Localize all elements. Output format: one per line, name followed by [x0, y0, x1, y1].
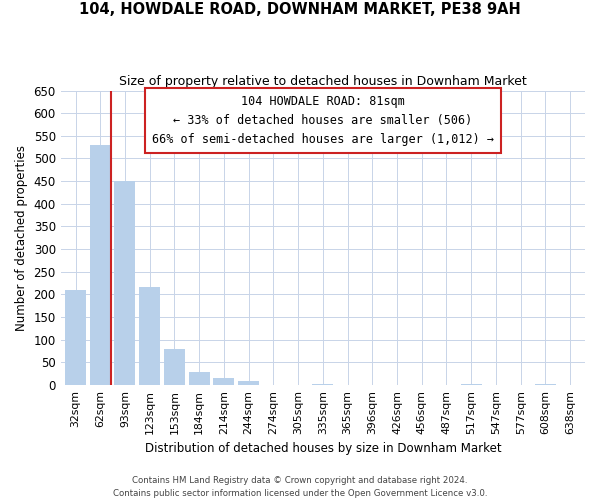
Bar: [115, 181, 136, 385]
Bar: [90, 145, 111, 385]
Text: Contains HM Land Registry data © Crown copyright and database right 2024.
Contai: Contains HM Land Registry data © Crown c…: [113, 476, 487, 498]
X-axis label: Distribution of detached houses by size in Downham Market: Distribution of detached houses by size …: [145, 442, 501, 455]
Title: Size of property relative to detached houses in Downham Market: Size of property relative to detached ho…: [119, 75, 527, 88]
Bar: [164, 348, 185, 385]
Bar: [139, 288, 160, 385]
Bar: [65, 290, 86, 385]
Text: 104 HOWDALE ROAD: 81sqm
← 33% of detached houses are smaller (506)
66% of semi-d: 104 HOWDALE ROAD: 81sqm ← 33% of detache…: [152, 95, 494, 146]
Bar: [188, 372, 209, 385]
Text: 104, HOWDALE ROAD, DOWNHAM MARKET, PE38 9AH: 104, HOWDALE ROAD, DOWNHAM MARKET, PE38 …: [79, 2, 521, 18]
Y-axis label: Number of detached properties: Number of detached properties: [15, 144, 28, 330]
Bar: [313, 384, 334, 385]
Bar: [238, 381, 259, 385]
Bar: [214, 378, 235, 385]
